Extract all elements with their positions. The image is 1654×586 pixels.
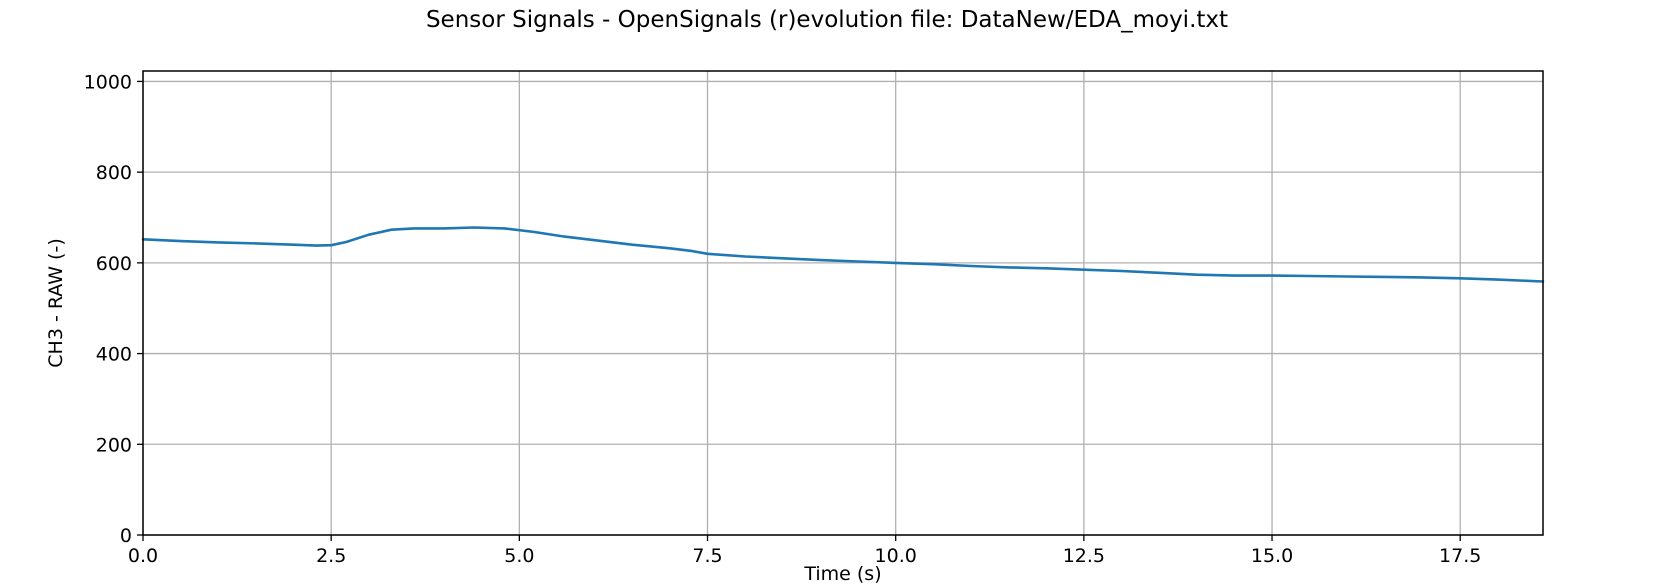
y-tick-label: 0 xyxy=(120,525,132,547)
x-tick-label: 0.0 xyxy=(128,545,158,567)
y-tick-label: 400 xyxy=(96,344,132,366)
grid-lines xyxy=(142,71,1543,536)
x-tick-label: 2.5 xyxy=(316,545,346,567)
x-tick-label: 12.5 xyxy=(1063,545,1105,567)
x-tick-label: 17.5 xyxy=(1439,545,1481,567)
y-tick-label: 800 xyxy=(96,162,132,184)
plot-frame xyxy=(142,70,1544,536)
x-tick-label: 5.0 xyxy=(504,545,534,567)
y-axis: 0 200 400 600 800 1000 xyxy=(84,71,143,547)
series-line xyxy=(141,226,1545,283)
y-axis-title: CH3 - RAW (-) xyxy=(45,238,67,367)
chart-title: Sensor Signals - OpenSignals (r)evolutio… xyxy=(426,7,1228,33)
y-tick-label: 200 xyxy=(96,434,132,456)
series-layer xyxy=(141,226,1545,283)
x-tick-label: 15.0 xyxy=(1251,545,1293,567)
x-tick-label: 7.5 xyxy=(692,545,722,567)
y-tick-label: 1000 xyxy=(84,71,132,93)
y-tick-label: 600 xyxy=(96,253,132,275)
x-axis: 0.0 2.5 5.0 7.5 10.0 12.5 15.0 17.5 xyxy=(128,535,1481,567)
x-tick-label: 10.0 xyxy=(875,545,917,567)
x-axis-title: Time (s) xyxy=(803,563,881,585)
